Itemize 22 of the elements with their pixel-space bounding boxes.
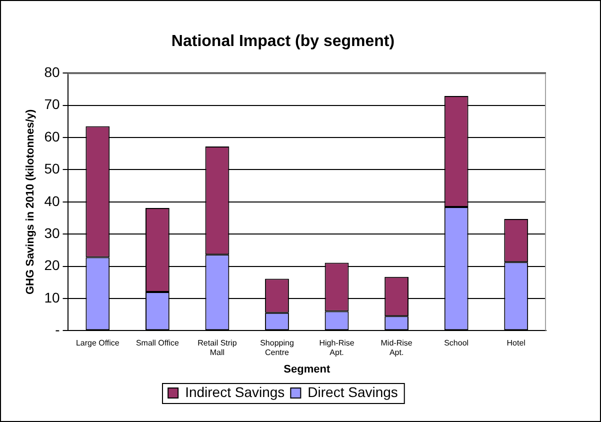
x-tick-label: Large Office	[76, 338, 120, 348]
y-tick-label: 80	[44, 64, 60, 80]
y-tick-label: 10	[44, 289, 60, 306]
y-tick-label: 20	[44, 257, 60, 274]
x-axis-title: Segment	[284, 363, 330, 376]
x-tick-label: Shopping Centre	[260, 338, 294, 358]
y-tick-label: 30	[44, 224, 60, 241]
y-tick-label: 50	[44, 160, 60, 177]
y-tick-label: 40	[44, 192, 60, 209]
x-tick-label: School	[444, 338, 469, 348]
y-axis-title: GHG Savings in 2010 (kilotonnes/y)	[24, 108, 37, 295]
y-tick-label: 70	[44, 96, 60, 112]
chart-title: National Impact (by segment)	[171, 33, 395, 50]
legend-label: Direct Savings	[308, 384, 398, 400]
x-tick-label: Mid-Rise Apt.	[380, 338, 413, 358]
y-tick-label: -	[55, 321, 60, 338]
x-tick-label: Retail Strip Mall	[198, 338, 238, 358]
x-tick-label: High-Rise Apt.	[319, 338, 355, 358]
x-tick-label: Small Office	[136, 338, 180, 348]
y-tick-label: 60	[44, 128, 60, 144]
x-tick-label: Hotel	[506, 338, 526, 348]
legend-label: Indirect Savings	[185, 384, 285, 400]
